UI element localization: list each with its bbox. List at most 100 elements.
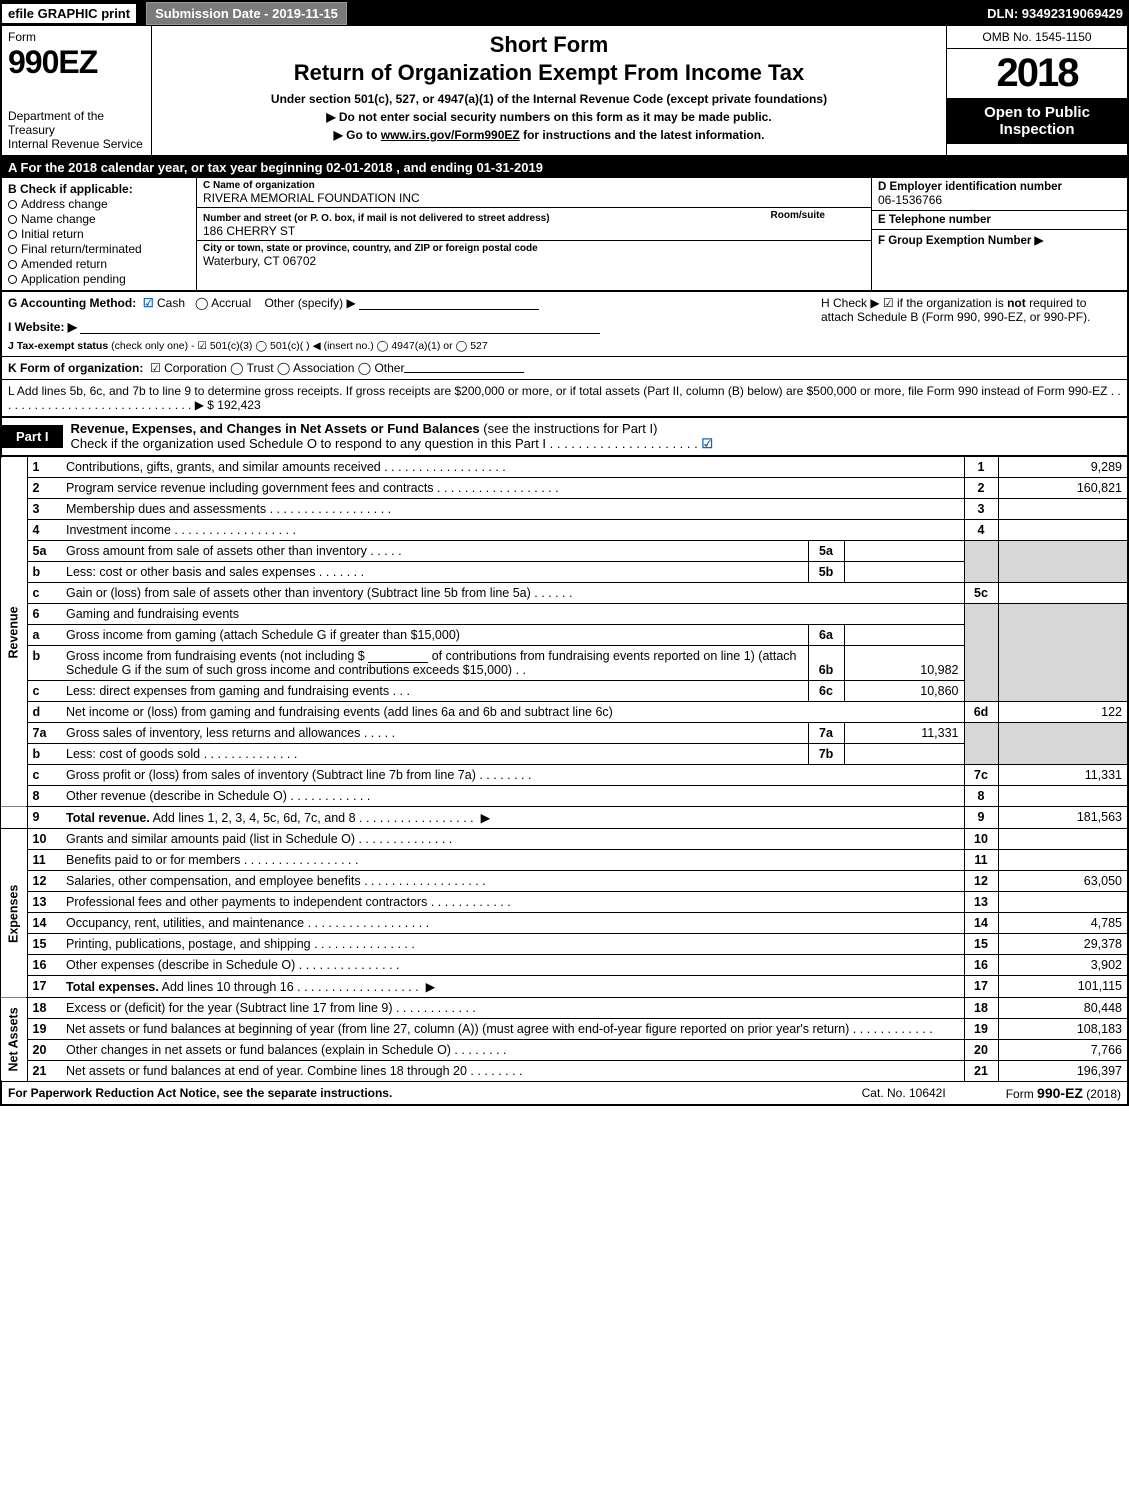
line-rv (998, 786, 1128, 807)
line-rn: 15 (964, 934, 998, 955)
line-rn: 17 (964, 976, 998, 998)
i-label: I Website: ▶ (8, 320, 77, 334)
title-short-form: Short Form (160, 32, 938, 58)
c-name-row: C Name of organization RIVERA MEMORIAL F… (197, 178, 871, 208)
line-rn: 20 (964, 1040, 998, 1061)
line-rn: 10 (964, 829, 998, 850)
k-other-input[interactable] (404, 361, 524, 373)
table-row: b Less: cost or other basis and sales ex… (1, 562, 1128, 583)
shade-cell (964, 541, 998, 583)
mini-val: 10,982 (844, 646, 964, 681)
bullet-goto-pre: ▶ Go to (334, 128, 381, 142)
table-row: 5a Gross amount from sale of assets othe… (1, 541, 1128, 562)
line-num: 18 (27, 998, 61, 1019)
desc-text: Salaries, other compensation, and employ… (66, 874, 361, 888)
line-desc: Membership dues and assessments (61, 499, 964, 520)
line-desc: Other revenue (describe in Schedule O) .… (61, 786, 964, 807)
bullet-goto: ▶ Go to www.irs.gov/Form990EZ for instru… (160, 128, 938, 142)
table-row: 16 Other expenses (describe in Schedule … (1, 955, 1128, 976)
line-num: 4 (27, 520, 61, 541)
line-rv (998, 520, 1128, 541)
line-desc: Contributions, gifts, grants, and simila… (61, 457, 964, 478)
table-row: 11 Benefits paid to or for members . . .… (1, 850, 1128, 871)
table-row: 4 Investment income 4 (1, 520, 1128, 541)
line-num: 17 (27, 976, 61, 998)
footer-formno: Form 990-EZ (2018) (1006, 1085, 1121, 1101)
table-row: d Net income or (loss) from gaming and f… (1, 702, 1128, 723)
g-cash: Cash (157, 296, 185, 310)
g-other-input[interactable] (359, 298, 539, 310)
line-num: 21 (27, 1061, 61, 1082)
i-website-input[interactable] (80, 322, 600, 334)
b-final-return[interactable]: Final return/terminated (8, 242, 190, 256)
b-initial-return[interactable]: Initial return (8, 227, 190, 241)
b-address-change[interactable]: Address change (8, 197, 190, 211)
b-item-label: Address change (21, 197, 108, 211)
g-accrual: Accrual (211, 296, 251, 310)
section-c: C Name of organization RIVERA MEMORIAL F… (197, 178, 872, 290)
mini-num: 7b (808, 744, 844, 765)
line-desc: Professional fees and other payments to … (61, 892, 964, 913)
empty-sect (1, 807, 27, 829)
c-city-label: City or town, state or province, country… (203, 243, 865, 254)
form-number: 990EZ (8, 44, 145, 81)
efile-badge[interactable]: efile GRAPHIC print (0, 2, 138, 25)
b-name-change[interactable]: Name change (8, 212, 190, 226)
line-desc: Gross profit or (loss) from sales of inv… (61, 765, 964, 786)
mini-num: 6b (808, 646, 844, 681)
line-rv: 11,331 (998, 765, 1128, 786)
line-rn: 2 (964, 478, 998, 499)
b-item-label: Final return/terminated (21, 242, 142, 256)
desc-text: Benefits paid to or for members (66, 853, 240, 867)
table-row: Revenue 1 Contributions, gifts, grants, … (1, 457, 1128, 478)
line-rv (998, 892, 1128, 913)
irs-link[interactable]: www.irs.gov/Form990EZ (381, 128, 520, 142)
l-row: L Add lines 5b, 6c, and 7b to line 9 to … (0, 380, 1129, 417)
period-row: A For the 2018 calendar year, or tax yea… (0, 157, 1129, 178)
desc-text: Add lines 10 through 16 (159, 980, 294, 994)
h-label: H Check ▶ ☑ if the organization is (821, 296, 1007, 310)
part1-check-line: Check if the organization used Schedule … (71, 436, 702, 451)
c-city-row: City or town, state or province, country… (197, 241, 871, 270)
line-desc: Gross sales of inventory, less returns a… (61, 723, 808, 744)
line-rv: 29,378 (998, 934, 1128, 955)
table-row: c Gain or (loss) from sale of assets oth… (1, 583, 1128, 604)
line-desc: Benefits paid to or for members . . . . … (61, 850, 964, 871)
b-amended-return[interactable]: Amended return (8, 257, 190, 271)
6b-amount-input[interactable] (368, 651, 428, 663)
line-num: 16 (27, 955, 61, 976)
desc-text: Investment income (66, 523, 171, 537)
h-section: H Check ▶ ☑ if the organization is not r… (821, 296, 1121, 324)
line-desc: Net income or (loss) from gaming and fun… (61, 702, 964, 723)
table-row: 3 Membership dues and assessments 3 (1, 499, 1128, 520)
dln-label: DLN: 93492319069429 (987, 6, 1129, 21)
line-rn: 1 (964, 457, 998, 478)
g-section: G Accounting Method: ☑ Cash ◯ Accrual Ot… (8, 296, 821, 352)
line-num: 5a (27, 541, 61, 562)
desc-text: Other changes in net assets or fund bala… (66, 1043, 451, 1057)
line-desc: Investment income (61, 520, 964, 541)
line-rn: 21 (964, 1061, 998, 1082)
line-desc: Gross amount from sale of assets other t… (61, 541, 808, 562)
mini-val (844, 625, 964, 646)
part1-tab: Part I (2, 425, 63, 448)
efile-bold: GRAPHIC (38, 6, 98, 21)
period-mid: , and ending (396, 160, 476, 175)
circle-icon (8, 245, 17, 254)
shade-cell (998, 723, 1128, 765)
bullet-ssn: ▶ Do not enter social security numbers o… (160, 110, 938, 124)
line-rv: 181,563 (998, 807, 1128, 829)
e-label: E Telephone number (878, 214, 1121, 226)
line-desc: Excess or (deficit) for the year (Subtra… (61, 998, 964, 1019)
submission-date-button[interactable]: Submission Date - 2019-11-15 (146, 2, 347, 25)
table-row: Expenses 10 Grants and similar amounts p… (1, 829, 1128, 850)
desc-text: Gross amount from sale of assets other t… (66, 544, 367, 558)
line-rn: 18 (964, 998, 998, 1019)
c-addr-value: 186 CHERRY ST (203, 224, 865, 238)
line-desc: Less: cost of goods sold . . . . . . . .… (61, 744, 808, 765)
efile-prefix: efile (8, 6, 38, 21)
part1-title-wrap: Revenue, Expenses, and Changes in Net As… (63, 418, 1127, 455)
b-application-pending[interactable]: Application pending (8, 272, 190, 286)
table-row: 7a Gross sales of inventory, less return… (1, 723, 1128, 744)
bullet-goto-post: for instructions and the latest informat… (520, 128, 765, 142)
